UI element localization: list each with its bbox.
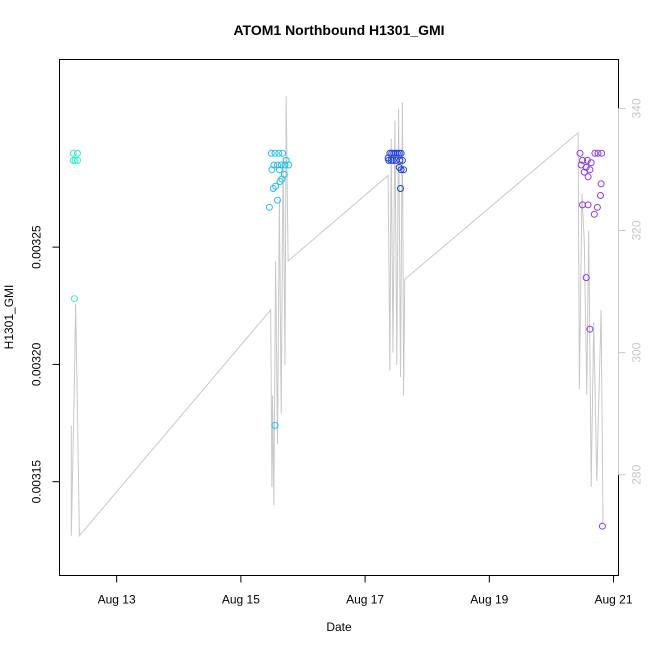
data-point-s1-p9 (285, 161, 293, 169)
data-point-s0-p5 (70, 295, 78, 303)
y-tick-label-0: 0.00315 (30, 460, 44, 504)
data-point-s1-p19 (271, 421, 279, 429)
data-point-s0-p3 (71, 156, 79, 164)
x-tick-label-0: Aug 13 (98, 593, 136, 607)
plot-area-box (59, 59, 619, 576)
scatter-points (69, 149, 606, 530)
x-axis-label: Date (326, 620, 352, 634)
data-point-s1-p11 (275, 166, 283, 174)
data-point-s3-p10 (580, 168, 588, 176)
data-point-s1-p10 (268, 166, 276, 174)
data-point-s2-p10 (389, 156, 397, 164)
right-y-tick-label-2: 320 (630, 220, 644, 240)
data-point-s2-p6 (395, 149, 403, 157)
data-point-s1-p0 (267, 149, 275, 157)
data-point-s1-p17 (274, 196, 281, 204)
x-tick-label-4: Aug 21 (595, 593, 633, 607)
data-point-s3-p11 (584, 173, 592, 181)
right-y-tick-label-0: 280 (630, 464, 644, 484)
data-point-s3-p4 (579, 156, 586, 164)
data-point-s3-p12 (597, 180, 605, 188)
data-point-s0-p4 (74, 156, 81, 164)
data-point-s1-p18 (265, 203, 273, 211)
data-point-s3-p6 (587, 159, 595, 167)
data-point-s2-p16 (400, 166, 408, 174)
y-axis: 0.00315 0.00320 0.00325 (30, 225, 60, 503)
y-tick-label-2: 0.00325 (30, 225, 44, 269)
data-point-s2-p17 (397, 185, 404, 192)
data-point-s3-p15 (584, 201, 592, 209)
line-series (70, 96, 604, 538)
chart-title: ATOM1 Northbound H1301_GMI (233, 22, 444, 38)
data-point-s3-p0 (576, 149, 584, 157)
data-point-s1-p16 (269, 185, 277, 192)
data-point-s3-p3 (598, 149, 606, 157)
right-y-tick-label-3: 340 (630, 98, 644, 118)
data-point-s3-p18 (582, 274, 590, 282)
data-point-s0-p0 (69, 149, 77, 157)
data-point-s1-p6 (274, 161, 281, 169)
data-point-s1-p5 (270, 161, 278, 169)
x-tick-label-2: Aug 17 (346, 593, 384, 607)
data-point-s1-p8 (281, 161, 289, 169)
data-point-s3-p8 (582, 163, 590, 171)
right-y-axis: 280 300 320 340 (618, 98, 644, 485)
data-point-s3-p19 (586, 325, 594, 333)
line-series-path (70, 96, 604, 538)
data-point-s3-p13 (597, 192, 604, 199)
x-axis: Aug 13 Aug 15 Aug 17 Aug 19 Aug 21 (98, 575, 633, 607)
right-y-tick-label-1: 300 (630, 342, 644, 362)
data-point-s3-p9 (586, 166, 594, 174)
data-point-s1-p3 (279, 149, 286, 157)
data-point-s3-p1 (591, 149, 599, 157)
data-point-s2-p7 (397, 149, 405, 157)
data-point-s3-p16 (593, 203, 601, 211)
data-point-s1-p7 (277, 161, 285, 169)
y-tick-label-1: 0.00320 (30, 342, 44, 386)
data-point-s2-p8 (385, 156, 393, 164)
data-point-s2-p13 (398, 156, 406, 164)
data-point-s3-p20 (598, 522, 606, 530)
data-point-s1-p2 (275, 149, 283, 157)
y-axis-label: H1301_GMI (2, 285, 16, 350)
data-point-s3-p5 (583, 156, 591, 164)
data-point-s1-p15 (272, 182, 280, 190)
data-point-s1-p14 (276, 178, 284, 185)
data-point-s2-p15 (397, 166, 405, 174)
x-tick-label-3: Aug 19 (470, 593, 508, 607)
x-tick-label-1: Aug 15 (222, 593, 260, 607)
data-point-s2-p12 (396, 156, 404, 164)
data-point-s3-p2 (594, 149, 602, 157)
data-point-s0-p1 (74, 149, 81, 157)
data-point-s3-p17 (590, 210, 598, 218)
data-point-s1-p1 (271, 149, 279, 157)
